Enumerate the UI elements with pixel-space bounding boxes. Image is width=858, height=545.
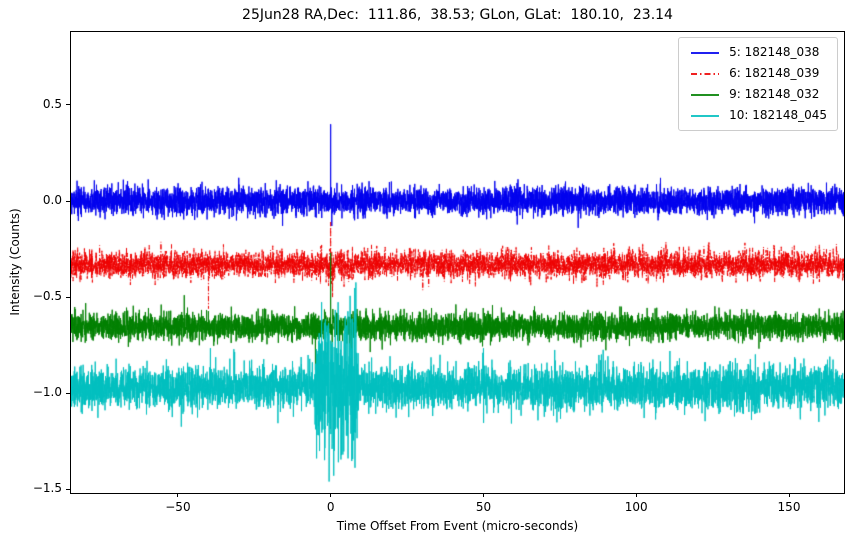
legend-line-sample bbox=[691, 72, 720, 75]
y-tick-label: −1.0 bbox=[32, 385, 62, 400]
y-tick-mark bbox=[66, 296, 70, 298]
legend-item-label: 9: 182148_032 bbox=[729, 87, 820, 101]
chart-title: 25Jun28 RA,Dec: 111.86, 38.53; GLon, GLa… bbox=[242, 7, 673, 23]
x-tick-mark bbox=[788, 493, 790, 497]
y-tick-mark bbox=[66, 104, 70, 106]
legend-item: 9: 182148_032 bbox=[689, 86, 827, 103]
legend-item-label: 6: 182148_039 bbox=[729, 66, 820, 80]
x-tick-mark bbox=[177, 493, 179, 497]
x-tick-label: −50 bbox=[165, 500, 191, 514]
y-tick-label: 0.5 bbox=[42, 96, 62, 111]
x-tick-mark bbox=[330, 493, 332, 497]
legend-item: 6: 182148_039 bbox=[689, 65, 827, 82]
x-tick-label: 0 bbox=[326, 500, 335, 514]
legend-item-label: 10: 182148_045 bbox=[729, 108, 827, 122]
y-tick-label: 0.0 bbox=[42, 193, 62, 208]
legend-item: 10: 182148_045 bbox=[689, 107, 827, 124]
x-tick-mark bbox=[482, 493, 484, 497]
legend: 5: 182148_038 6: 182148_039 9: 182148_032 1… bbox=[678, 37, 838, 131]
y-tick-mark bbox=[66, 392, 70, 394]
legend-line-sample bbox=[691, 114, 720, 117]
legend-item: 5: 182148_038 bbox=[689, 44, 827, 61]
y-tick-mark bbox=[66, 200, 70, 202]
legend-line-sample bbox=[691, 93, 720, 96]
x-tick-label: 150 bbox=[777, 500, 801, 514]
y-tick-label: −0.5 bbox=[32, 289, 62, 304]
legend-item-label: 5: 182148_038 bbox=[729, 45, 820, 59]
plot-area: 5: 182148_038 6: 182148_039 9: 182148_032 1… bbox=[70, 31, 845, 494]
y-tick-mark bbox=[66, 488, 70, 490]
y-tick-label: −1.5 bbox=[32, 481, 62, 496]
legend-line-sample bbox=[691, 51, 720, 54]
x-axis-label: Time Offset From Event (micro-seconds) bbox=[336, 519, 579, 533]
x-tick-label: 50 bbox=[475, 500, 492, 514]
x-tick-mark bbox=[635, 493, 637, 497]
x-tick-label: 100 bbox=[624, 500, 648, 514]
